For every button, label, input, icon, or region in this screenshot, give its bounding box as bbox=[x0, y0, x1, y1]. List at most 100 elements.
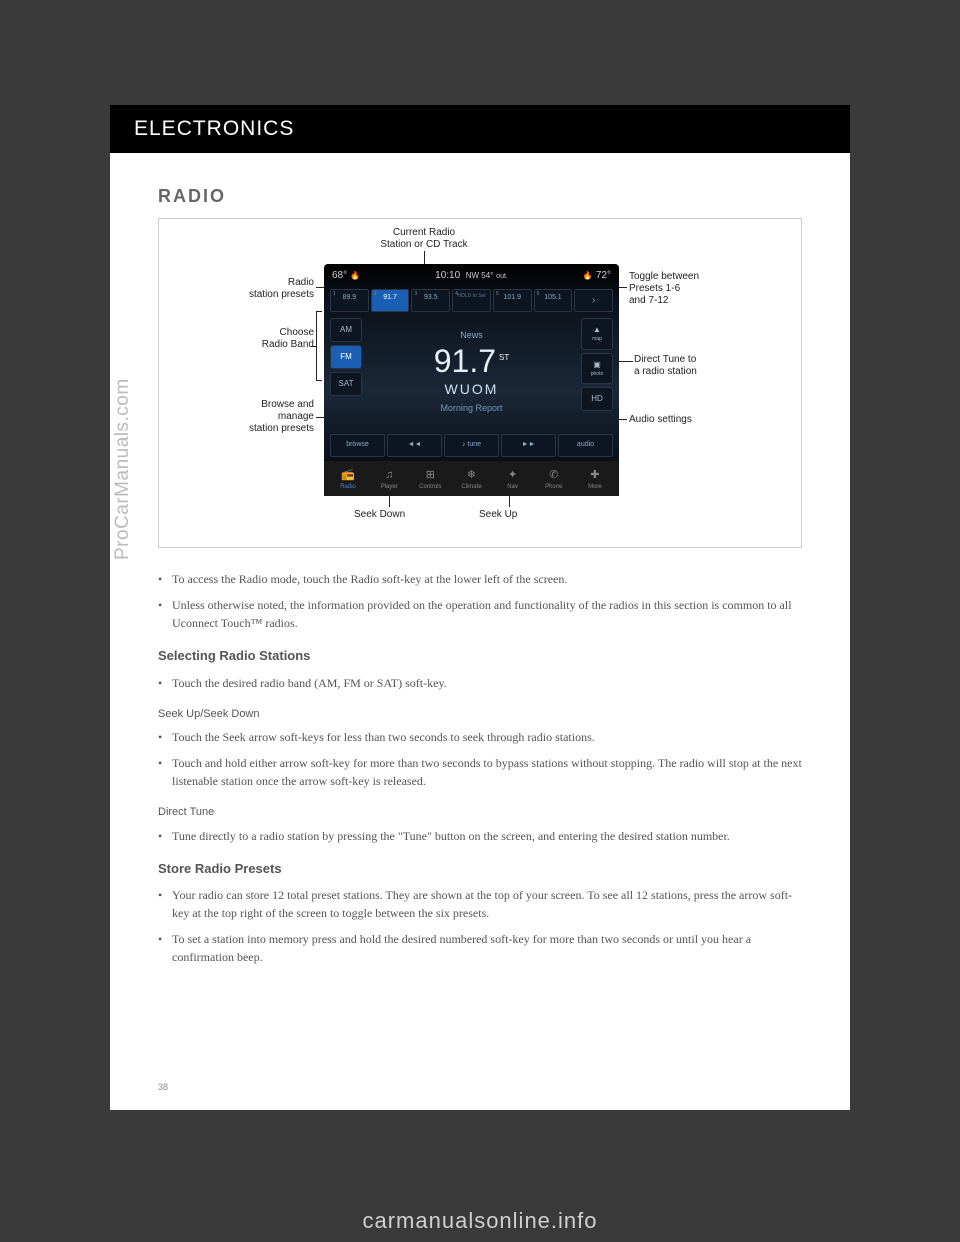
nav-controls[interactable]: ⊞Controls bbox=[410, 465, 450, 495]
callout-direct-tune: Direct Tune toa radio station bbox=[634, 354, 764, 378]
bullet-item: Touch the desired radio band (AM, FM or … bbox=[172, 674, 802, 692]
climate-icon: ❄ bbox=[451, 467, 491, 484]
radio-figure: Current RadioStation or CD Track Radiost… bbox=[158, 218, 802, 548]
tune-button[interactable]: ♪ tune bbox=[444, 434, 499, 457]
nav-climate[interactable]: ❄Climate bbox=[451, 465, 491, 495]
nav-label: Radio bbox=[340, 484, 356, 490]
preset-freq: 91.7 bbox=[383, 294, 397, 301]
preset-num: 2 bbox=[374, 291, 377, 299]
radio-icon: 📻 bbox=[328, 467, 368, 484]
status-center: 10:10 NW 54° out. bbox=[435, 268, 508, 283]
subheading-selecting: Selecting Radio Stations bbox=[158, 646, 802, 666]
photo-icon: ▣ bbox=[593, 360, 601, 369]
band-am[interactable]: AM bbox=[330, 318, 362, 342]
bullet-item: Touch the Seek arrow soft-keys for less … bbox=[172, 728, 802, 746]
sub-sub-seek: Seek Up/Seek Down bbox=[158, 706, 802, 723]
callout-text: Audio settings bbox=[629, 414, 692, 425]
nav-more[interactable]: ✚More bbox=[575, 465, 615, 495]
bottom-nav: 📻Radio ♫Player ⊞Controls ❄Climate ✦Nav ✆… bbox=[324, 461, 619, 497]
uconnect-screen: 68°🔥 10:10 NW 54° out. 🔥72° 189.9 291.7 … bbox=[324, 264, 619, 494]
heated-seat-icon: 🔥 bbox=[583, 270, 593, 282]
manual-page: ELECTRONICS RADIO Current RadioStation o… bbox=[110, 105, 850, 1110]
watermark-bottom: carmanualsonline.info bbox=[0, 1208, 960, 1234]
nav-label: Player bbox=[381, 484, 398, 490]
callout-line bbox=[619, 361, 633, 362]
map-button[interactable]: ▲ map bbox=[581, 318, 613, 350]
bullet-item: To set a station into memory press and h… bbox=[172, 930, 802, 966]
controls-icon: ⊞ bbox=[410, 467, 450, 484]
tune-label: tune bbox=[467, 441, 481, 448]
band-sat[interactable]: SAT bbox=[330, 372, 362, 396]
nav-label: Nav bbox=[507, 484, 518, 490]
callout-text: Toggle betweenPresets 1-6and 7-12 bbox=[629, 271, 699, 306]
audio-button[interactable]: audio bbox=[558, 434, 613, 457]
callout-line bbox=[619, 287, 627, 288]
compass: NW 54° bbox=[466, 271, 494, 280]
hd-icon: HD bbox=[591, 394, 603, 403]
temp-value: 68° bbox=[332, 268, 347, 283]
browse-button[interactable]: browse bbox=[330, 434, 385, 457]
hd-button[interactable]: HD bbox=[581, 387, 613, 411]
callout-text: Direct Tune toa radio station bbox=[634, 354, 697, 377]
genre: News bbox=[460, 329, 483, 343]
preset-num: 5 bbox=[496, 291, 499, 299]
bullet-item: Your radio can store 12 total preset sta… bbox=[172, 886, 802, 922]
nav-phone[interactable]: ✆Phone bbox=[534, 465, 574, 495]
seek-bullets: Touch the Seek arrow soft-keys for less … bbox=[158, 728, 802, 790]
callout-text: Radiostation presets bbox=[249, 277, 314, 300]
page-number: 38 bbox=[158, 1082, 168, 1092]
callout-seek-down: Seek Down bbox=[354, 509, 405, 521]
side-label: photo bbox=[584, 371, 610, 379]
preset-5[interactable]: 5 101.9 bbox=[493, 289, 532, 312]
preset-num: 4 bbox=[455, 291, 458, 299]
preset-freq: HOLD to Set bbox=[457, 293, 485, 299]
direct-bullets: Tune directly to a radio station by pres… bbox=[158, 827, 802, 845]
program: Morning Report bbox=[440, 402, 502, 416]
nav-radio[interactable]: 📻Radio bbox=[328, 465, 368, 495]
nav-nav[interactable]: ✦Nav bbox=[493, 465, 533, 495]
preset-4[interactable]: 4HOLD to Set bbox=[452, 289, 491, 312]
presets-row: 189.9 291.7 393.5 4HOLD to Set 5101.9 61… bbox=[324, 289, 619, 312]
now-playing: News 91.7ST WUOM Morning Report bbox=[366, 318, 577, 426]
control-row: browse ◄◄ ♪ tune ►► audio bbox=[324, 434, 619, 457]
preset-freq: 93.5 bbox=[424, 294, 438, 301]
nav-player[interactable]: ♫Player bbox=[369, 465, 409, 495]
nav-label: Phone bbox=[545, 484, 562, 490]
preset-3[interactable]: 393.5 bbox=[411, 289, 450, 312]
preset-2[interactable]: 291.7 bbox=[371, 289, 410, 312]
callout-browse: Browse andmanagestation presets bbox=[214, 399, 314, 435]
callout-line bbox=[619, 419, 627, 420]
callout-toggle: Toggle betweenPresets 1-6and 7-12 bbox=[629, 271, 759, 307]
out-label: out. bbox=[496, 273, 508, 280]
temp-value: 72° bbox=[596, 268, 611, 283]
preset-freq: 101.9 bbox=[503, 294, 521, 301]
bullet-item: Touch and hold either arrow soft-key for… bbox=[172, 754, 802, 790]
preset-num: 3 bbox=[414, 291, 417, 299]
nav-label: More bbox=[588, 484, 602, 490]
map-icon: ▲ bbox=[593, 325, 601, 334]
preset-6[interactable]: 6 105.1 bbox=[534, 289, 573, 312]
bullet-item: Unless otherwise noted, the information … bbox=[172, 596, 802, 632]
section-title: RADIO bbox=[158, 183, 802, 210]
seek-up-button[interactable]: ►► bbox=[501, 434, 556, 457]
preset-freq: 105.1 bbox=[544, 294, 562, 301]
photo-button[interactable]: ▣ photo bbox=[581, 353, 613, 385]
callout-line bbox=[311, 346, 316, 347]
side-column: ▲ map ▣ photo HD bbox=[581, 318, 613, 426]
more-icon: ✚ bbox=[575, 467, 615, 484]
side-label: map bbox=[584, 336, 610, 344]
seek-down-button[interactable]: ◄◄ bbox=[387, 434, 442, 457]
nav-icon: ✦ bbox=[493, 467, 533, 484]
callout-bracket bbox=[316, 311, 322, 381]
callout-band: ChooseRadio Band bbox=[214, 327, 314, 351]
callout-presets: Radiostation presets bbox=[214, 277, 314, 301]
sub-sub-direct: Direct Tune bbox=[158, 804, 802, 821]
callout-seek-up: Seek Up bbox=[479, 509, 517, 521]
callout-text: ChooseRadio Band bbox=[262, 327, 314, 350]
preset-num: 6 bbox=[537, 291, 540, 299]
nav-label: Climate bbox=[461, 484, 481, 490]
preset-1[interactable]: 189.9 bbox=[330, 289, 369, 312]
preset-toggle-arrow[interactable]: › bbox=[574, 289, 613, 312]
band-fm[interactable]: FM bbox=[330, 345, 362, 369]
callout-current-station: Current RadioStation or CD Track bbox=[354, 227, 494, 251]
